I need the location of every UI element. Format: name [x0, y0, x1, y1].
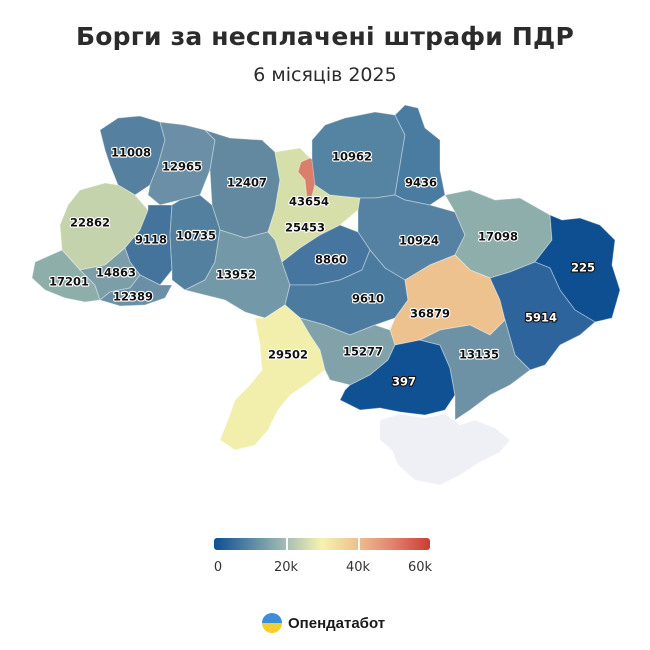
brand: Опендатабот [262, 613, 385, 633]
value-label-lviv: 22862 [70, 216, 110, 230]
color-scale-legend [214, 538, 430, 550]
value-label-sumy: 9436 [405, 176, 437, 190]
legend-divider [358, 538, 360, 550]
value-label-poltava: 10924 [399, 234, 439, 248]
value-label-luhansk: 225 [571, 261, 595, 275]
value-label-chernihiv: 10962 [332, 150, 372, 164]
legend-label-0: 0 [213, 560, 223, 575]
value-label-volyn: 11008 [111, 146, 151, 160]
region-sumy[interactable] [394, 104, 446, 206]
value-label-mykolaiv: 15277 [343, 345, 383, 359]
value-label-odesa: 29502 [268, 348, 308, 362]
value-label-cherkasy: 8860 [315, 253, 347, 267]
value-label-zhytomyr: 12407 [227, 176, 267, 190]
value-label-khmelnytskyi: 10735 [176, 229, 216, 243]
legend-divider [286, 538, 288, 550]
legend-label-40k: 40k [345, 560, 371, 575]
value-label-ternopil: 9118 [135, 233, 167, 247]
value-label-kyiv-city: 43654 [289, 195, 329, 209]
region-kherson[interactable] [339, 339, 456, 416]
value-label-kherson: 397 [392, 375, 416, 389]
region-zaporizhzhia[interactable] [418, 319, 531, 421]
value-label-donetsk: 5914 [525, 311, 557, 325]
value-label-ivano-frankivsk: 14863 [96, 266, 136, 280]
legend-label-20k: 20k [273, 560, 299, 575]
legend-label-60k: 60k [407, 560, 433, 575]
value-label-dnipropetrovsk: 36879 [410, 307, 450, 321]
region-odesa[interactable] [219, 304, 326, 451]
region-crimea[interactable] [379, 413, 511, 486]
value-label-kyiv-oblast: 25453 [285, 221, 325, 235]
value-label-kirovohrad: 9610 [352, 292, 384, 306]
region-zakarpattia[interactable] [31, 249, 101, 303]
value-label-vinnytsia: 13952 [216, 268, 256, 282]
value-label-chernivtsi: 12389 [113, 290, 153, 304]
opendatabot-logo-icon [262, 613, 282, 633]
brand-name: Опендатабот [288, 614, 386, 632]
value-label-zaporizhzhia: 13135 [459, 348, 499, 362]
value-label-rivne: 12965 [162, 160, 202, 174]
chart-title: Борги за несплачені штрафи ПДР [75, 22, 575, 51]
region-donetsk[interactable] [489, 261, 596, 371]
value-label-kharkiv: 17098 [478, 230, 518, 244]
region-chernivtsi[interactable] [98, 274, 173, 307]
chart-subtitle: 6 місяців 2025 [253, 64, 397, 86]
value-label-zakarpattia: 17201 [49, 275, 89, 289]
